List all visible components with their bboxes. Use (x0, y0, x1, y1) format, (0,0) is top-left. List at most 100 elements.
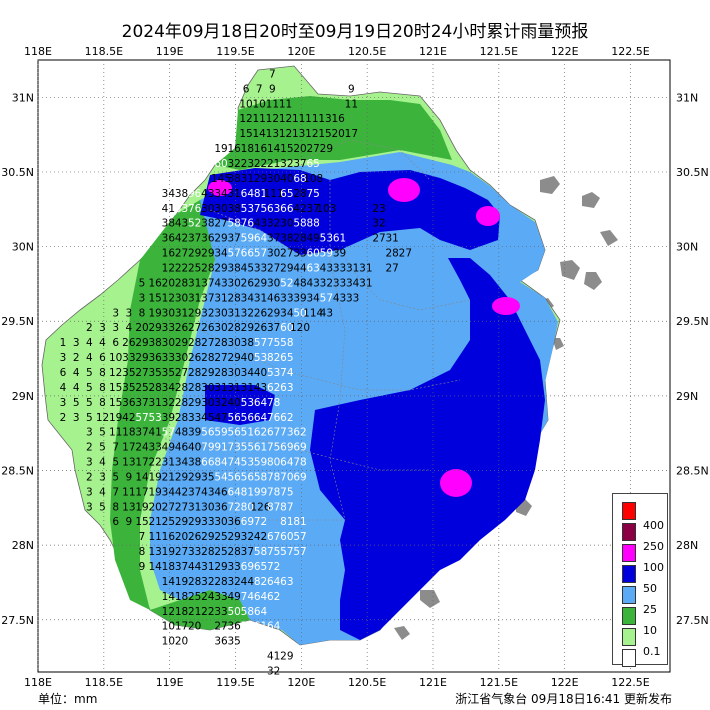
rainfall-value: 31 (254, 292, 267, 304)
unit-label: 单位：mm (38, 692, 98, 706)
rainfall-value: 120 (290, 322, 310, 334)
rainfall-value: 79 (201, 442, 214, 454)
rainfall-value: 39 (333, 248, 346, 260)
rainfall-value: 38 (162, 218, 175, 230)
y-tick-label: 30N (12, 241, 34, 254)
rainfall-value: 33 (333, 277, 346, 289)
rainfall-value: 29 (175, 337, 188, 349)
legend-swatch (622, 628, 636, 646)
rainfall-value: 56 (227, 427, 241, 439)
rainfall-value: 15 (280, 143, 293, 155)
rainfall-value: 33 (201, 516, 214, 528)
x-tick-label: 122.5E (611, 45, 649, 58)
rainfall-value: 74 (254, 636, 268, 648)
x-tick-label: 121E (419, 676, 447, 689)
rainfall-value: 27 (175, 501, 188, 513)
rainfall-value: 69 (241, 516, 254, 528)
rainfall-value: 75 (267, 442, 280, 454)
rainfall-value: 31 (227, 188, 240, 200)
y-tick-label: 28.5N (1, 464, 34, 477)
rainfall-value: 28 (227, 292, 240, 304)
rainfall-value: 30 (227, 367, 240, 379)
rainfall-value: 60 (280, 531, 293, 543)
y-tick-label: 30.5N (676, 166, 709, 179)
rainfall-value: 29 (227, 531, 240, 543)
rainfall-value: 12 (305, 128, 318, 140)
rainfall-value: 16 (332, 113, 346, 125)
y-tick-label: 27.5N (1, 614, 34, 627)
rainfall-value: 12 (162, 292, 175, 304)
rainfall-value: 46 (175, 442, 189, 454)
rainfall-value: 53 (175, 203, 188, 215)
rainfall-value: 24 (201, 591, 215, 603)
rainfall-value: 57 (254, 248, 267, 260)
rainfall-value: 11 (305, 113, 318, 125)
rainfall-value: 87 (267, 501, 280, 513)
rainfall-value: 30 (214, 322, 227, 334)
rainfall-value: 13 (292, 128, 305, 140)
rainfall-value: 30 (214, 516, 227, 528)
x-tick-label: 119E (156, 676, 184, 689)
rainfall-value: 30 (227, 337, 240, 349)
rainfall-value: 27 (135, 367, 148, 379)
rainfall-value: 64 (254, 397, 268, 409)
rainfall-value: 82 (254, 576, 267, 588)
legend-label: 400 (643, 519, 664, 532)
rainfall-value: 30 (201, 382, 214, 394)
rainfall-value: 76 (241, 218, 255, 230)
rainfall-value: 9 (126, 471, 133, 483)
rainfall-value: 3 (99, 471, 106, 483)
rainfall-value: 66 (280, 203, 294, 215)
rainfall-value: 19 (109, 412, 122, 424)
rainfall-value: 37 (201, 277, 214, 289)
rainfall-value: 31 (162, 457, 175, 469)
rainfall-value: 66 (201, 457, 215, 469)
y-tick-label: 30N (676, 241, 698, 254)
rainfall-value: 73 (227, 442, 240, 454)
rainfall-value: 27 (306, 143, 319, 155)
rainfall-value: 8 (99, 397, 106, 409)
rainfall-value: 12 (162, 606, 175, 618)
rainfall-value: 28 (188, 382, 201, 394)
rainfall-value: 145 (211, 173, 231, 185)
rainfall-value: 48 (293, 277, 306, 289)
rainfall-value: 43 (254, 382, 267, 394)
rainfall-value: 26 (175, 322, 189, 334)
rainfall-value: 87 (280, 501, 293, 513)
rainfall-value: 91 (214, 442, 227, 454)
rainfall-value: 64 (254, 412, 268, 424)
rainfall-value: 55 (241, 442, 254, 454)
rainfall-value: 74 (280, 367, 294, 379)
rainfall-value: 11 (345, 98, 358, 110)
rainfall-value: 40 (280, 173, 293, 185)
rainfall-value: 61 (254, 442, 267, 454)
rainfall-value: 38 (148, 337, 161, 349)
rainfall-value: 29 (214, 233, 227, 245)
y-tick-label: 29.5N (676, 315, 709, 328)
rainfall-value: 37 (188, 486, 201, 498)
y-tick-label: 28.5N (676, 464, 709, 477)
rainfall-value: 34 (241, 292, 255, 304)
rainfall-value: 43 (214, 277, 227, 289)
rainfall-value: 29 (175, 516, 188, 528)
rainfall-value: 29 (214, 262, 227, 274)
rainfall-value: 16 (162, 531, 176, 543)
rainfall-value: 12 (279, 128, 292, 140)
rainfall-value: 80 (241, 501, 254, 513)
rainfall-value: 38 (280, 233, 293, 245)
rainfall-value: 33 (214, 591, 227, 603)
rainfall-value: 27 (162, 501, 175, 513)
rainfall-value: 62 (267, 382, 280, 394)
rainfall-value: 29 (280, 262, 293, 274)
rainfall-value: 58 (254, 471, 267, 483)
rainfall-value: 37 (267, 233, 280, 245)
rainfall-value: 40 (188, 442, 201, 454)
rainfall-value: 28 (227, 322, 240, 334)
rainfall-value: 34 (214, 188, 228, 200)
rainfall-value: 30 (162, 337, 175, 349)
rainfall-value: 32 (227, 576, 240, 588)
rainfall-value: 4 (86, 352, 93, 364)
rainfall-value: 81 (254, 188, 267, 200)
rainfall-value: 30 (162, 307, 175, 319)
